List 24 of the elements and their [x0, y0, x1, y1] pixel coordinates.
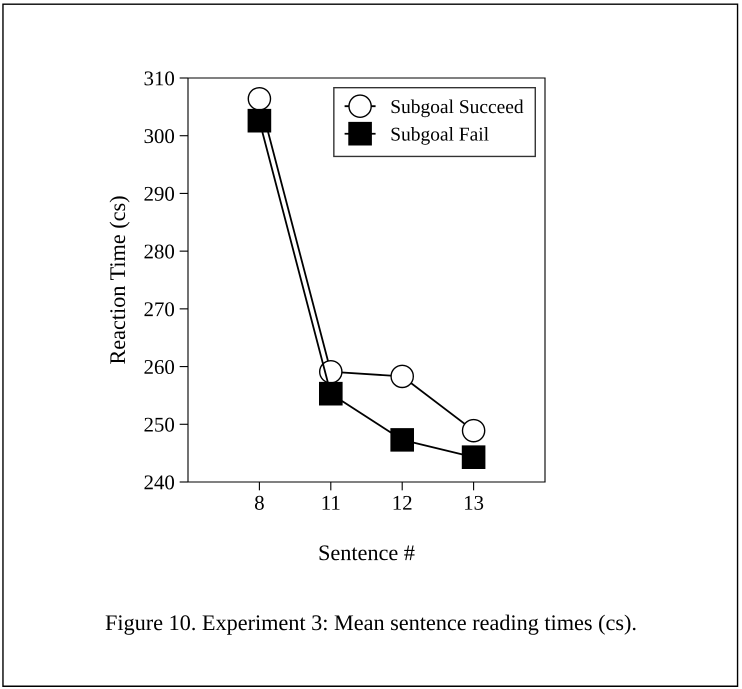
y-tick-label: 250: [144, 418, 174, 432]
y-axis-title: Reaction Time (cs): [110, 196, 130, 364]
y-tick-label: 260: [144, 360, 174, 374]
y-tick-label: 270: [144, 302, 174, 316]
legend-label: Subgoal Succeed: [392, 100, 524, 118]
y-tick-label: 280: [144, 244, 174, 259]
point: [462, 445, 486, 469]
point: [390, 364, 414, 388]
x-tick-label: 8: [254, 496, 264, 510]
point: [318, 382, 343, 406]
y-tick-label: 240: [144, 475, 174, 490]
point: [390, 428, 414, 452]
y-tick-label: 290: [144, 186, 174, 201]
y-tick-label: 300: [144, 129, 174, 144]
x-tick-label: 13: [465, 496, 484, 510]
point: [462, 418, 486, 442]
point: [248, 108, 272, 133]
point: [248, 86, 272, 111]
caption: Figure 10. Experiment 3: Mean sentence reading times (cs).: [106, 614, 636, 635]
legend-label: Subgoal Fail: [392, 127, 489, 145]
y-tick-label: 310: [144, 71, 174, 86]
x-axis-title: Sentence #: [320, 545, 415, 560]
x-tick-label: 11: [322, 496, 340, 510]
x-tick-label: 12: [394, 496, 412, 510]
